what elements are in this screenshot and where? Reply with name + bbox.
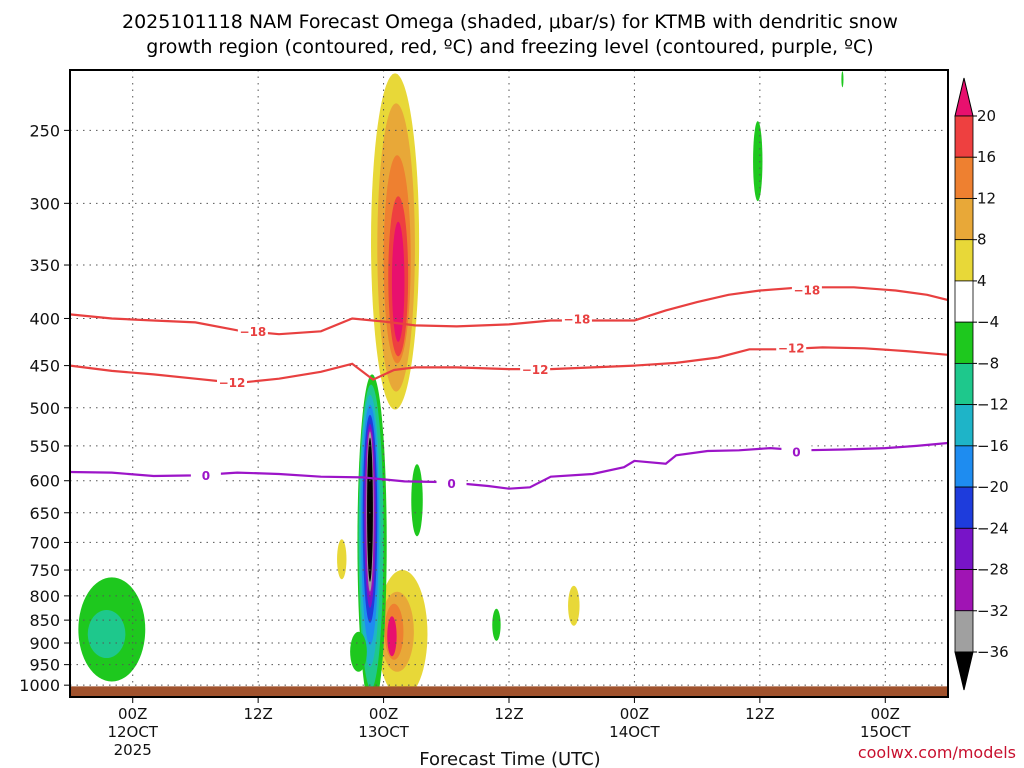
omega-rise-m36 [367, 437, 373, 582]
colorbar: 20 16 12 8 4 −4 −8 −12 −16 −20 −24 −28 −32 −36 [954, 77, 1009, 691]
contour-label: −12 [778, 341, 805, 355]
contour-label: 0 [202, 469, 210, 483]
contour-label-bg [776, 340, 807, 356]
colorbar-swatch [954, 115, 974, 158]
x-tick-label: 14OCT [609, 723, 660, 741]
x-tick-label: 00Z [620, 705, 649, 723]
plot-area: −18 −18 −18 −12 −12 −12 0 0 0 [70, 70, 948, 697]
colorbar-swatch [954, 280, 974, 323]
gridlines [70, 70, 948, 697]
colorbar-tick-label: 8 [977, 231, 987, 249]
colorbar-top-arrow [954, 77, 974, 117]
y-tick-label: 300 [29, 194, 60, 213]
x-tick-label: 13OCT [358, 723, 409, 741]
colorbar-tick-label: 16 [977, 148, 996, 166]
colorbar-swatch [954, 404, 974, 447]
contour-label-bg [436, 476, 467, 492]
colorbar-swatch [954, 445, 974, 488]
contours: −18 −18 −18 −12 −12 −12 0 0 0 [70, 282, 948, 492]
colorbar-tick-label: −12 [977, 396, 1009, 414]
omega-rise-small-1 [411, 464, 423, 537]
colorbar-tick-label: −28 [977, 561, 1009, 579]
colorbar-tick-label: −36 [977, 643, 1009, 661]
colorbar-tick-label: −8 [977, 354, 999, 372]
x-tick-label: 00Z [118, 705, 147, 723]
contour-label: −18 [564, 312, 591, 326]
colorbar-swatch [954, 362, 974, 406]
colorbar-tick-label: 4 [977, 272, 987, 290]
chart-title-line2: growth region (contoured, red, ºC) and f… [146, 36, 873, 58]
y-tick-label: 500 [29, 399, 60, 418]
omega-rise-early-m8 [87, 609, 126, 659]
contour-label: 0 [792, 445, 800, 459]
contour-label: 0 [447, 477, 455, 491]
y-tick-label: 750 [29, 561, 60, 580]
contour-label-bg [520, 362, 551, 378]
colorbar-swatch [954, 486, 974, 529]
colorbar-swatch [954, 156, 974, 199]
colorbar-swatch [954, 239, 974, 282]
y-tick-label: 800 [29, 587, 60, 606]
omega-rise-small-3 [753, 121, 763, 202]
x-tick-label: 12Z [745, 705, 774, 723]
colorbar-swatch [954, 610, 974, 653]
x-tick-label: 12OCT [107, 723, 158, 741]
colorbar-tick-label: −16 [977, 437, 1009, 455]
credit-text: coolwx.com/models [858, 743, 1016, 762]
y-tick-label: 450 [29, 357, 60, 376]
y-tick-label: 900 [29, 634, 60, 653]
x-axis-label: Forecast Time (UTC) [419, 749, 600, 768]
contour-label-bg [217, 375, 248, 391]
contour-label-bg [190, 468, 221, 484]
colorbar-tick-label: 12 [977, 189, 996, 207]
contour-label-bg [791, 282, 822, 298]
x-tick-label: 15OCT [860, 723, 911, 741]
chart-title-line1: 2025101118 NAM Forecast Omega (shaded, μ… [122, 11, 898, 33]
contour-label: −18 [794, 283, 821, 297]
x-tick-label: 00Z [369, 705, 398, 723]
contour-label: −18 [240, 325, 267, 339]
omega-sink-small-2 [337, 539, 347, 580]
x-tick-label: 12Z [494, 705, 523, 723]
y-tick-label: 1000 [19, 676, 60, 695]
colorbar-tick-label: −4 [977, 313, 999, 331]
colorbar-tick-label: −24 [977, 519, 1009, 537]
colorbar-swatch [954, 198, 974, 241]
y-tick-label: 950 [29, 656, 60, 675]
colorbar-tick-label: 20 [977, 107, 996, 125]
colorbar-bottom-arrow [954, 651, 974, 691]
y-tick-label: 600 [29, 472, 60, 491]
x-tick-label: 00Z [871, 705, 900, 723]
colorbar-swatch [954, 569, 974, 612]
colorbar-tick-label: −20 [977, 478, 1009, 496]
y-tick-label: 700 [29, 533, 60, 552]
omega-sink-lower-20 [387, 616, 397, 657]
colorbar-swatch [954, 321, 974, 364]
omega-rise-low-m4 [350, 631, 367, 672]
y-axis: 250 300 350 400 450 500 550 600 650 700 750 800 850 9… [19, 121, 70, 695]
y-tick-label: 400 [29, 309, 60, 328]
contour-label: −12 [522, 363, 549, 377]
y-tick-label: 550 [29, 437, 60, 456]
contour-label: −12 [219, 376, 246, 390]
x-tick-label: 2025 [114, 741, 152, 759]
colorbar-tick-label: −32 [977, 602, 1009, 620]
omega-rise-small-2 [492, 608, 501, 641]
contour-label-bg [237, 324, 268, 340]
y-tick-label: 350 [29, 256, 60, 275]
colorbar-swatch [954, 527, 974, 570]
omega-rise-small-4 [841, 71, 844, 88]
y-tick-label: 850 [29, 611, 60, 630]
y-tick-label: 650 [29, 504, 60, 523]
terrain-band [70, 686, 948, 697]
y-tick-label: 250 [29, 121, 60, 140]
omega-sink-upper-20 [391, 221, 405, 342]
x-tick-label: 12Z [243, 705, 272, 723]
contour-label-bg [561, 311, 592, 327]
contour-label-bg [781, 444, 812, 460]
